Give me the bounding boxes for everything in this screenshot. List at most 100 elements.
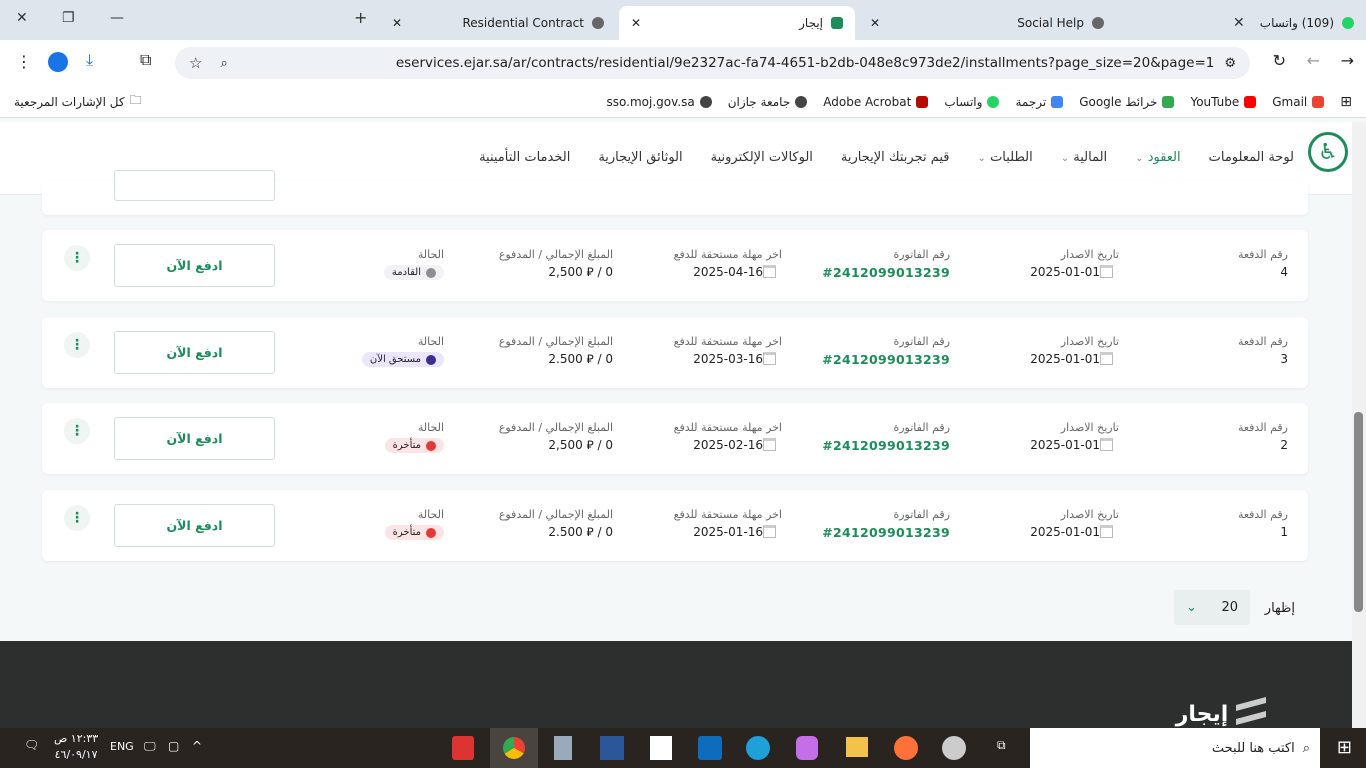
close-tab-icon[interactable]: ✕ xyxy=(631,16,642,30)
field-value: #2412099013239 xyxy=(822,352,950,367)
edge-icon[interactable] xyxy=(746,736,770,760)
taskbar-search[interactable]: ⌕ اكتب هنا للبحث xyxy=(1030,728,1320,768)
field-label: الحالة xyxy=(417,421,444,434)
back-icon[interactable]: → xyxy=(1340,51,1354,70)
bookmark-maps[interactable]: خرائط Google xyxy=(1079,95,1175,109)
close-tab-icon[interactable]: ✕ xyxy=(392,16,403,30)
chrome-taskbar-item[interactable] xyxy=(490,728,538,768)
chevron-down-icon: ⌄ xyxy=(977,153,986,164)
pay-now-button[interactable]: ادفع الآن xyxy=(114,244,275,287)
pay-now-button[interactable]: ادفع الآن xyxy=(114,331,275,374)
more-options-icon[interactable]: ⋮ xyxy=(64,245,90,271)
paint-icon[interactable] xyxy=(942,736,966,760)
snipping-tool-icon[interactable] xyxy=(452,736,474,760)
field-value: 2025-04-16 xyxy=(693,265,763,279)
more-options-icon[interactable]: ⋮ xyxy=(64,505,90,531)
nav-requests[interactable]: الطلبات ⌄ xyxy=(978,150,1033,165)
tab-whatsapp[interactable]: (109) واتساب ✕ xyxy=(1221,6,1366,40)
close-window-icon[interactable]: ✕ xyxy=(16,10,28,26)
taskbar: ⊞ ⌕ اكتب هنا للبحث ⧉ ^ ▢ 🖵 ENG ١٢:٣٣ ص ٤٦/… xyxy=(0,728,1366,768)
page-size-select[interactable]: ⌄ 20 xyxy=(1174,590,1250,625)
close-tab-icon[interactable]: ✕ xyxy=(1233,15,1245,31)
whatsapp-icon xyxy=(1342,17,1354,29)
more-options-icon[interactable]: ⋮ xyxy=(64,332,90,358)
tab-residential-contract[interactable]: Residential Contract ✕ xyxy=(380,6,616,40)
scrollbar-thumb[interactable] xyxy=(1354,412,1363,612)
notification-icon[interactable]: 🗨 xyxy=(24,738,40,752)
nav-dashboard[interactable]: لوحة المعلومات xyxy=(1208,150,1294,165)
restore-window-icon[interactable]: ❐ xyxy=(62,10,75,26)
profile-avatar[interactable] xyxy=(48,52,68,72)
search-placeholder: اكتب هنا للبحث xyxy=(1211,740,1295,756)
field-value: 1 xyxy=(1280,525,1288,539)
language-indicator[interactable]: ENG xyxy=(110,740,134,753)
apps-icon[interactable]: ⊞ xyxy=(1340,93,1352,110)
status: الحالة متأخرة xyxy=(384,421,444,454)
invoice-number[interactable]: رقم الفاتورة #2412099013239 xyxy=(822,508,950,540)
globe-icon xyxy=(592,17,604,29)
nav-e-agencies[interactable]: الوكالات الإلكترونية xyxy=(710,150,813,165)
pay-now-button[interactable]: ادفع الآن xyxy=(114,417,275,460)
bookmark-star-icon[interactable]: ☆ xyxy=(189,54,203,72)
ejar-logo: إيجار xyxy=(1176,696,1266,727)
nav-insurance[interactable]: الخدمات التأمينية xyxy=(479,150,571,165)
bookmark-acrobat[interactable]: Adobe Acrobat xyxy=(823,95,929,109)
new-tab-button[interactable]: + xyxy=(354,8,368,27)
bookmark-moj[interactable]: sso.moj.gov.sa xyxy=(607,95,712,109)
url-text[interactable]: eservices.ejar.sa/ar/contracts/residenti… xyxy=(395,55,1215,71)
zoom-icon[interactable]: ⌕ xyxy=(220,55,228,71)
network-icon[interactable]: 🖵 xyxy=(144,739,156,753)
bookmark-label: YouTube xyxy=(1190,94,1240,109)
nav-rate-experience[interactable]: قيم تجربتك الإيجارية xyxy=(840,150,950,165)
whatsapp-icon xyxy=(987,95,1000,108)
copilot-icon[interactable] xyxy=(796,736,818,760)
tab-title: (109) واتساب xyxy=(1259,16,1334,30)
bookmark-translate[interactable]: ترجمة xyxy=(1015,95,1064,109)
invoice-number[interactable]: رقم الفاتورة #2412099013239 xyxy=(822,248,950,280)
close-tab-icon[interactable]: ✕ xyxy=(870,16,881,30)
bookmark-youtube[interactable]: YouTube xyxy=(1190,94,1257,109)
windows-start-icon[interactable]: ⊞ xyxy=(1336,737,1352,758)
field-value: 2025-01-01 xyxy=(1030,352,1100,366)
pay-now-button[interactable] xyxy=(114,170,275,201)
globe-icon xyxy=(1092,17,1104,29)
calendar-icon xyxy=(1100,265,1113,278)
download-icon[interactable]: ⤓ xyxy=(86,50,94,69)
pay-now-button[interactable]: ادفع الآن xyxy=(114,504,275,547)
menu-icon[interactable]: ⋮ xyxy=(16,52,32,71)
maps-icon xyxy=(1162,95,1175,108)
site-settings-icon[interactable]: ⚙ xyxy=(1224,55,1236,71)
bookmark-label: Gmail xyxy=(1272,94,1308,109)
outlook-icon[interactable] xyxy=(698,736,722,760)
omnibox[interactable]: ☆ ⌕ eservices.ejar.sa/ar/contracts/resid… xyxy=(175,47,1250,79)
extensions-icon[interactable]: ⧉ xyxy=(140,50,152,69)
calculator-icon[interactable] xyxy=(554,736,572,760)
tab-ejar[interactable]: إيجار ✕ xyxy=(619,6,855,40)
invoice-number[interactable]: رقم الفاتورة #2412099013239 xyxy=(822,335,950,367)
nav-label: الطلبات xyxy=(990,150,1033,165)
scrollbar[interactable] xyxy=(1352,122,1366,728)
clock[interactable]: ١٢:٣٣ ص ٤٦/٠٩/١٧ xyxy=(54,731,98,763)
minimize-window-icon[interactable]: — xyxy=(110,10,124,26)
accessibility-icon[interactable]: ♿ xyxy=(1308,132,1348,172)
nav-rental-documents[interactable]: الوثائق الإيجارية xyxy=(598,150,683,165)
more-options-icon[interactable]: ⋮ xyxy=(64,418,90,444)
store-icon[interactable] xyxy=(650,736,672,760)
nav-contracts[interactable]: العقود ⌄ xyxy=(1135,150,1180,165)
reload-icon[interactable]: ↻ xyxy=(1272,51,1286,70)
task-view-icon[interactable]: ⧉ xyxy=(997,738,1006,752)
file-explorer-icon[interactable] xyxy=(846,737,868,757)
invoice-number[interactable]: رقم الفاتورة #2412099013239 xyxy=(822,421,950,453)
meet-icon[interactable]: ▢ xyxy=(168,739,180,753)
bookmark-whatsapp[interactable]: واتساب xyxy=(944,95,1000,109)
all-bookmarks[interactable]: 🗀 كل الإشارات المرجعية xyxy=(14,91,142,112)
bookmark-jazan[interactable]: جامعة جازان xyxy=(728,95,808,109)
word-icon[interactable] xyxy=(600,736,624,760)
chevron-up-icon[interactable]: ^ xyxy=(192,739,203,753)
forward-icon[interactable]: ← xyxy=(1306,51,1320,70)
bookmark-gmail[interactable]: Gmail xyxy=(1272,94,1325,109)
firefox-icon[interactable] xyxy=(894,736,918,760)
tab-social-help[interactable]: Social Help ✕ xyxy=(858,6,1116,40)
field-value: 2025-01-16 xyxy=(693,525,763,539)
nav-finance[interactable]: المالية ⌄ xyxy=(1061,150,1107,165)
